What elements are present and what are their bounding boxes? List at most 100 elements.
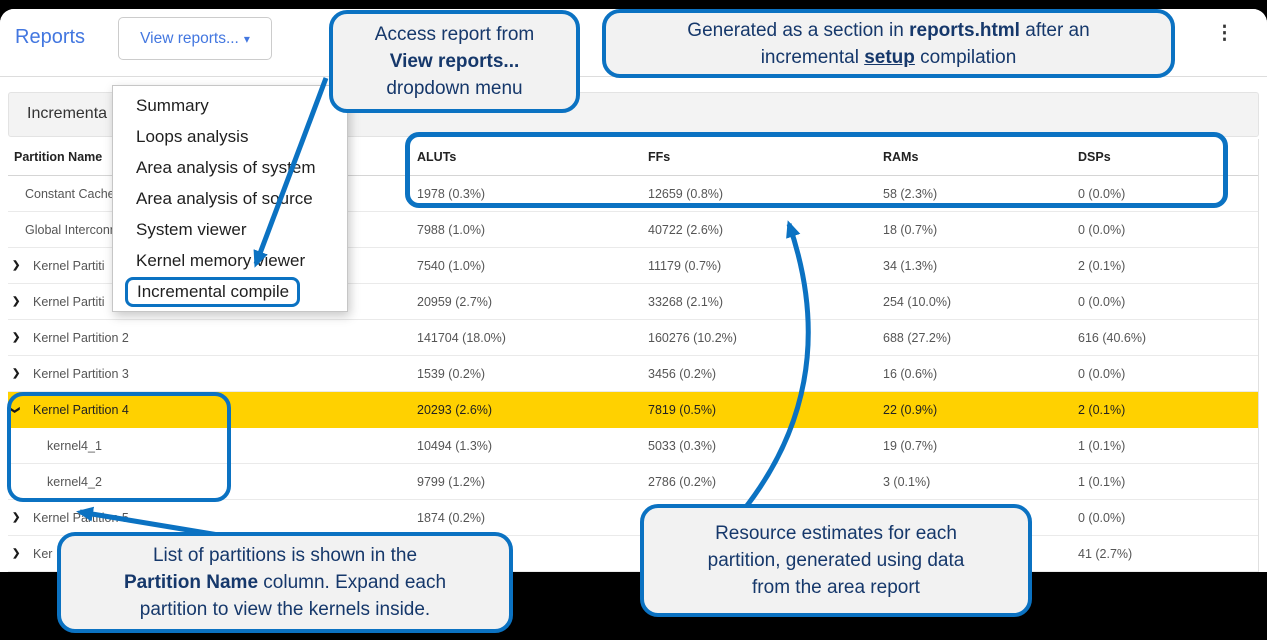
ff-value: 5033 (0.3%) <box>648 439 717 453</box>
callout-line: Resource estimates for each <box>715 523 957 544</box>
partition-name: Kernel Partition 3 <box>33 367 129 381</box>
dsp-value: 0 (0.0%) <box>1078 187 1126 201</box>
partition-name: Kernel Partition 5 <box>33 511 129 525</box>
ff-value: 12659 (0.8%) <box>648 187 724 201</box>
menu-item-incremental-compile[interactable]: Incremental compile <box>113 276 347 307</box>
col-ffs: FFs <box>648 150 671 164</box>
partition-name: Global Interconn <box>25 223 117 237</box>
incremental-compile-highlight-box: Incremental compile <box>125 277 301 307</box>
dsp-value: 0 (0.0%) <box>1078 295 1126 309</box>
callout-line: partition, generated using data <box>707 550 965 571</box>
alut-value: 7988 (1.0%) <box>417 223 486 237</box>
callout-bold: View reports... <box>389 51 520 72</box>
alut-value: 10494 (1.3%) <box>417 439 493 453</box>
dsp-value: 1 (0.1%) <box>1078 439 1126 453</box>
chevron-right-icon[interactable]: ❯ <box>12 332 21 343</box>
ff-value: 11179 (0.7%) <box>648 259 722 273</box>
partition-name: Ker <box>33 547 53 561</box>
partition-name: Kernel Partiti <box>33 259 105 273</box>
ram-value: 18 (0.7%) <box>883 223 938 237</box>
partition-name: Constant Cache <box>25 187 115 201</box>
ff-value: 3456 (0.2%) <box>648 367 717 381</box>
table-row-selected[interactable]: ❯ Kernel Partition 4 20293 (2.6%) 7819 (… <box>8 392 1258 428</box>
callout-generated-section: Generated as a section in reports.html a… <box>602 9 1175 78</box>
col-aluts: ALUTs <box>417 150 457 164</box>
chevron-right-icon[interactable]: ❯ <box>12 512 21 523</box>
kebab-menu-icon[interactable]: ⋮ <box>1215 23 1234 44</box>
chevron-right-icon[interactable]: ❯ <box>12 260 21 271</box>
callout-line: dropdown menu <box>386 78 523 99</box>
callout-resource-estimates: Resource estimates for each partition, g… <box>640 504 1032 617</box>
alut-value: 20959 (2.7%) <box>417 295 493 309</box>
ram-value: 22 (0.9%) <box>883 403 938 417</box>
alut-value: 9799 (1.2%) <box>417 475 486 489</box>
menu-item-system-viewer[interactable]: System viewer <box>136 220 247 239</box>
partition-name: Kernel Partiti <box>33 295 105 309</box>
dsp-value: 1 (0.1%) <box>1078 475 1126 489</box>
dsp-value: 2 (0.1%) <box>1078 403 1126 417</box>
callout-line: List of partitions is shown in the <box>152 545 418 566</box>
alut-value: 1539 (0.2%) <box>417 367 486 381</box>
ff-value: 7819 (0.5%) <box>648 403 717 417</box>
view-reports-label: View reports... <box>140 30 239 47</box>
callout-line: Access report from <box>374 24 535 45</box>
chevron-right-icon[interactable]: ❯ <box>12 548 21 559</box>
callout-access-report: Access report from View reports... dropd… <box>329 10 580 113</box>
dsp-value: 41 (2.7%) <box>1078 547 1133 561</box>
partition-name: Kernel Partition 2 <box>33 331 129 345</box>
table-row[interactable]: ❯ Kernel Partition 3 1539 (0.2%) 3456 (0… <box>8 356 1258 392</box>
menu-item-area-analysis-source[interactable]: Area analysis of source <box>136 189 313 208</box>
ff-value: 2786 (0.2%) <box>648 475 717 489</box>
ram-value: 688 (27.2%) <box>883 331 952 345</box>
callout-text: after an <box>1019 19 1090 41</box>
setup-link: setup <box>864 46 915 68</box>
ff-value: 33268 (2.1%) <box>648 295 724 309</box>
callout-line: from the area report <box>752 577 920 598</box>
callout-text: column. Expand each <box>258 572 447 593</box>
caret-down-icon: ▾ <box>243 32 250 46</box>
alut-value: 1978 (0.3%) <box>417 187 486 201</box>
chevron-right-icon[interactable]: ❯ <box>12 368 21 379</box>
alut-value: 20293 (2.6%) <box>417 403 493 417</box>
partition-name: Kernel Partition 4 <box>33 403 129 417</box>
col-rams: RAMs <box>883 150 919 164</box>
section-title: Incrementa <box>27 105 108 122</box>
menu-item-summary[interactable]: Summary <box>136 96 209 115</box>
ff-value: 40722 (2.6%) <box>648 223 724 237</box>
chevron-down-icon[interactable]: ❯ <box>9 405 21 415</box>
table-row[interactable]: ❯ Kernel Partition 5 1874 (0.2%) 0 (0.0%… <box>8 500 1258 536</box>
table-row-kernel[interactable]: kernel4_1 10494 (1.3%) 5033 (0.3%) 19 (0… <box>8 428 1258 464</box>
col-dsps: DSPs <box>1078 150 1111 164</box>
ram-value: 58 (2.3%) <box>883 187 938 201</box>
menu-item-kernel-memory-viewer[interactable]: Kernel memory viewer <box>136 251 306 270</box>
dsp-value: 0 (0.0%) <box>1078 223 1126 237</box>
callout-text: compilation <box>914 46 1017 68</box>
alut-value: 7540 (1.0%) <box>417 259 486 273</box>
col-partition-name: Partition Name <box>14 150 103 164</box>
callout-partition-list: List of partitions is shown in the Parti… <box>57 532 513 633</box>
view-reports-menu: Summary Loops analysis Area analysis of … <box>112 85 348 312</box>
callout-bold: Partition Name <box>123 572 259 593</box>
ff-value: 160276 (10.2%) <box>648 331 737 345</box>
view-reports-dropdown-button[interactable]: View reports... ▾ <box>118 17 272 60</box>
dsp-value: 0 (0.0%) <box>1078 367 1126 381</box>
ram-value: 34 (1.3%) <box>883 259 938 273</box>
table-row[interactable]: ❯ Kernel Partition 2 141704 (18.0%) 1602… <box>8 320 1258 356</box>
table-row-kernel[interactable]: kernel4_2 9799 (1.2%) 2786 (0.2%) 3 (0.1… <box>8 464 1258 500</box>
kernel-name: kernel4_2 <box>47 475 102 489</box>
callout-line: partition to view the kernels inside. <box>139 599 431 620</box>
menu-item-area-analysis-system[interactable]: Area analysis of system <box>136 158 316 177</box>
ram-value: 16 (0.6%) <box>883 367 938 381</box>
ram-value: 19 (0.7%) <box>883 439 938 453</box>
callout-text: incremental <box>760 46 865 68</box>
alut-value: 141704 (18.0%) <box>417 331 506 345</box>
menu-item-loops-analysis[interactable]: Loops analysis <box>136 127 249 146</box>
dsp-value: 616 (40.6%) <box>1078 331 1147 345</box>
chevron-right-icon[interactable]: ❯ <box>12 296 21 307</box>
page-title: Reports <box>15 26 86 48</box>
dsp-value: 0 (0.0%) <box>1078 511 1126 525</box>
kernel-name: kernel4_1 <box>47 439 102 453</box>
alut-value: 1874 (0.2%) <box>417 511 486 525</box>
dsp-value: 2 (0.1%) <box>1078 259 1126 273</box>
ram-value: 3 (0.1%) <box>883 475 931 489</box>
